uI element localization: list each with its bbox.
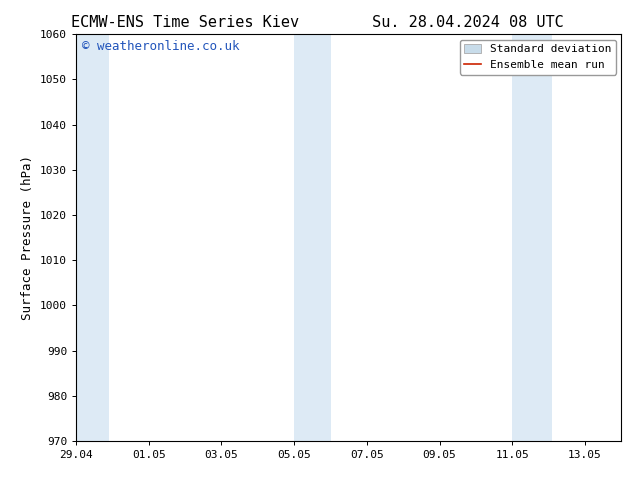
Bar xyxy=(76,34,109,441)
Bar xyxy=(512,34,552,441)
Bar xyxy=(294,34,330,441)
Text: © weatheronline.co.uk: © weatheronline.co.uk xyxy=(82,40,239,53)
Y-axis label: Surface Pressure (hPa): Surface Pressure (hPa) xyxy=(22,155,34,320)
Legend: Standard deviation, Ensemble mean run: Standard deviation, Ensemble mean run xyxy=(460,40,616,74)
Text: ECMW-ENS Time Series Kiev        Su. 28.04.2024 08 UTC: ECMW-ENS Time Series Kiev Su. 28.04.2024… xyxy=(70,15,564,30)
